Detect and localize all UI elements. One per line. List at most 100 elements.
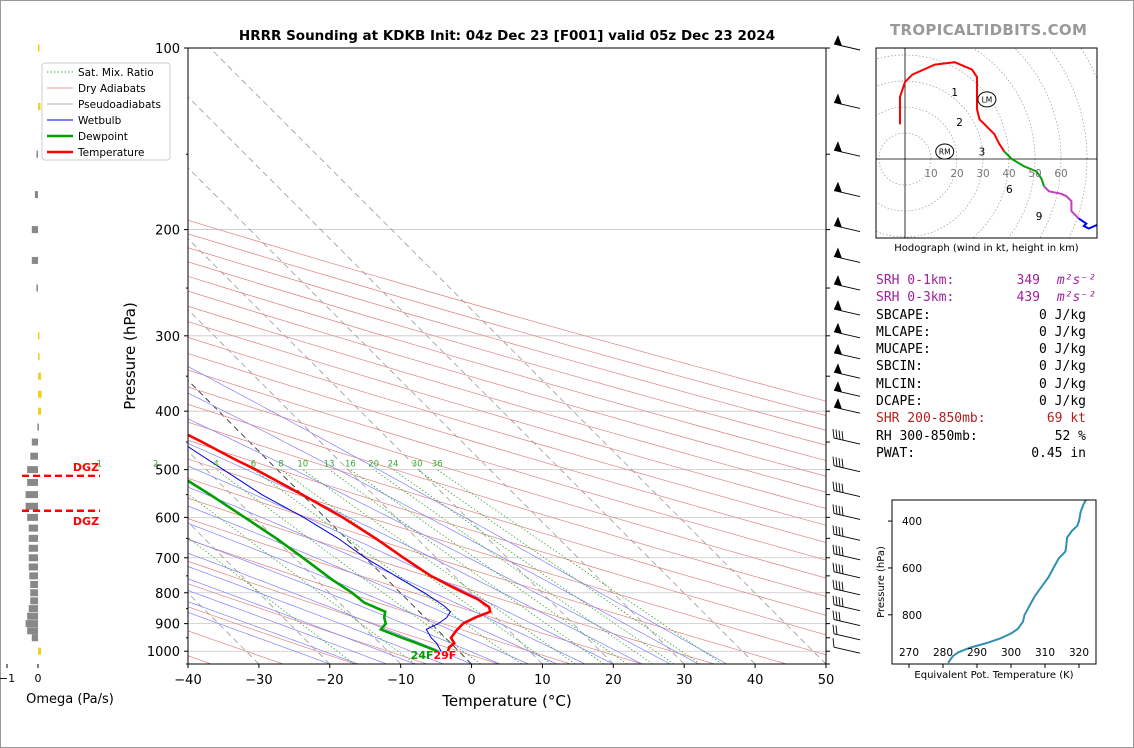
hodograph-ring-label: 60 — [1054, 168, 1067, 180]
pseudoadiabat-line — [188, 566, 444, 664]
temperature-profile-line — [188, 433, 492, 652]
storm-motion-marker — [977, 91, 997, 108]
x-tick-label: 20 — [605, 673, 622, 688]
omega-bar — [30, 580, 38, 588]
stat-value: 0 J/kg — [1039, 307, 1086, 323]
omega-bar — [31, 256, 38, 264]
x-tick-label: −30 — [245, 673, 272, 688]
omega-bar — [38, 372, 42, 380]
hodograph-red-segment — [899, 61, 1006, 153]
stat-unit: m²s⁻² — [1056, 273, 1096, 288]
omega-bar — [27, 513, 38, 521]
stat-value: 52 % — [1054, 428, 1086, 444]
wind-barb-staff — [833, 465, 861, 473]
stat-label: PWAT: — [876, 445, 916, 461]
pseudoadiabat-line — [188, 552, 472, 664]
dry-adiabat-line — [188, 261, 826, 446]
omega-bar — [28, 563, 38, 571]
hodograph-ring-label: 10 — [924, 168, 937, 180]
hodograph-green-segment — [1003, 150, 1045, 187]
chart-title: HRRR Sounding at KDKB Init: 04z Dec 23 [… — [239, 28, 775, 44]
legend-label: Sat. Mix. Ratio — [78, 67, 154, 79]
pseudoadiabat-line — [188, 578, 415, 664]
hodograph-caption: Hodograph (wind in kt, height in km) — [894, 243, 1079, 254]
y-tick-label: 600 — [155, 511, 180, 526]
wind-barb — [833, 363, 861, 379]
x-tick-label: −40 — [174, 673, 201, 688]
y-tick-label: 300 — [155, 330, 180, 345]
wind-barb — [832, 579, 861, 596]
y-tick-label: 100 — [155, 42, 180, 57]
wind-barb-feather — [838, 546, 841, 556]
wind-barb-feather — [838, 482, 841, 493]
theta-e-y-axis-label: Pressure (hPa) — [876, 546, 887, 618]
stat-value: 349 — [1016, 273, 1040, 288]
x-tick-label: 10 — [534, 673, 551, 688]
dry-adiabat-line — [188, 539, 571, 664]
stat-row: SBCAPE: 0 J/kg — [876, 307, 1106, 324]
stat-label: RH 300-850mb: — [876, 428, 978, 444]
wind-barb-feather — [841, 597, 844, 607]
x-tick-label: −10 — [387, 673, 414, 688]
stat-label: MLCAPE: — [876, 324, 931, 340]
dry-adiabat-line — [188, 497, 715, 664]
stat-label: DCAPE: — [876, 394, 923, 410]
wind-barb-staff — [833, 633, 861, 641]
wind-barb-feather — [838, 526, 841, 536]
sounding-stats-panel: SRH 0-1km: 349 m²s⁻² SRH 0-3km: 439 m²s⁻² SBCA… — [876, 272, 1106, 462]
wind-barb-flag — [834, 141, 842, 153]
wind-barb-feather — [832, 428, 835, 439]
wind-barb-staff — [833, 604, 861, 612]
mixing-ratio-line — [416, 469, 701, 664]
x-tick-label: 50 — [818, 673, 835, 688]
wind-barb-feather — [841, 506, 844, 516]
pseudoadiabat-line — [188, 612, 330, 664]
dry-adiabat-line — [188, 369, 826, 561]
wind-barb — [832, 562, 861, 579]
hodograph-ring-label: 50 — [1028, 168, 1041, 180]
wind-barb-feather — [838, 611, 841, 622]
wind-barb-flag — [834, 216, 842, 228]
omega-bar — [28, 605, 38, 613]
omega-bar — [30, 589, 38, 597]
x-axis-label: Temperature (°C) — [441, 692, 571, 710]
dry-adiabat-line — [188, 386, 826, 579]
hodograph-height-label: 2 — [956, 117, 963, 129]
mixing-ratio-line — [436, 469, 723, 664]
pseudoadiabat-line — [188, 366, 727, 664]
stat-row: SBCIN: 0 J/kg — [876, 358, 1106, 375]
wind-barb-staff — [833, 619, 861, 627]
omega-bar — [38, 332, 40, 340]
x-tick-label: −20 — [316, 673, 343, 688]
wind-barb — [833, 216, 861, 233]
stat-value: 0 J/kg — [1039, 394, 1086, 410]
omega-bar — [27, 478, 38, 486]
wind-barb — [832, 525, 861, 541]
theta-e-x-tick-label: 290 — [967, 647, 987, 659]
theta-e-x-tick-label: 300 — [1001, 647, 1021, 659]
wind-barb — [832, 481, 861, 498]
pseudoadiabat-line — [188, 465, 614, 664]
theta-e-x-tick-label: 270 — [899, 647, 919, 659]
wind-barb-staff — [833, 553, 861, 561]
wind-barb-feather — [838, 564, 841, 574]
wind-barb-staff — [833, 512, 861, 520]
dry-adiabat-line — [188, 421, 826, 616]
wind-barb-feather — [838, 581, 841, 591]
omega-bar — [38, 647, 42, 655]
wind-barb-flag — [834, 93, 842, 105]
isotherm-line — [209, 48, 826, 664]
wind-barb-staff — [833, 490, 861, 498]
hodograph-height-label: 9 — [1036, 211, 1043, 223]
omega-tick-label: −1 — [0, 672, 15, 685]
wind-barb-feather — [838, 430, 841, 440]
omega-axis-label: Omega (Pa/s) — [26, 692, 114, 707]
theta-e-x-axis-label: Equivalent Pot. Temperature (K) — [914, 670, 1073, 681]
omega-bar — [28, 524, 38, 532]
theta-e-x-tick-label: 310 — [1035, 647, 1055, 659]
mixing-ratio-label: 30 — [412, 460, 423, 470]
wind-barb-staff — [833, 588, 861, 596]
hodograph-frame — [875, 47, 1098, 239]
omega-bar — [31, 226, 38, 234]
wind-barb-feather — [832, 481, 835, 491]
